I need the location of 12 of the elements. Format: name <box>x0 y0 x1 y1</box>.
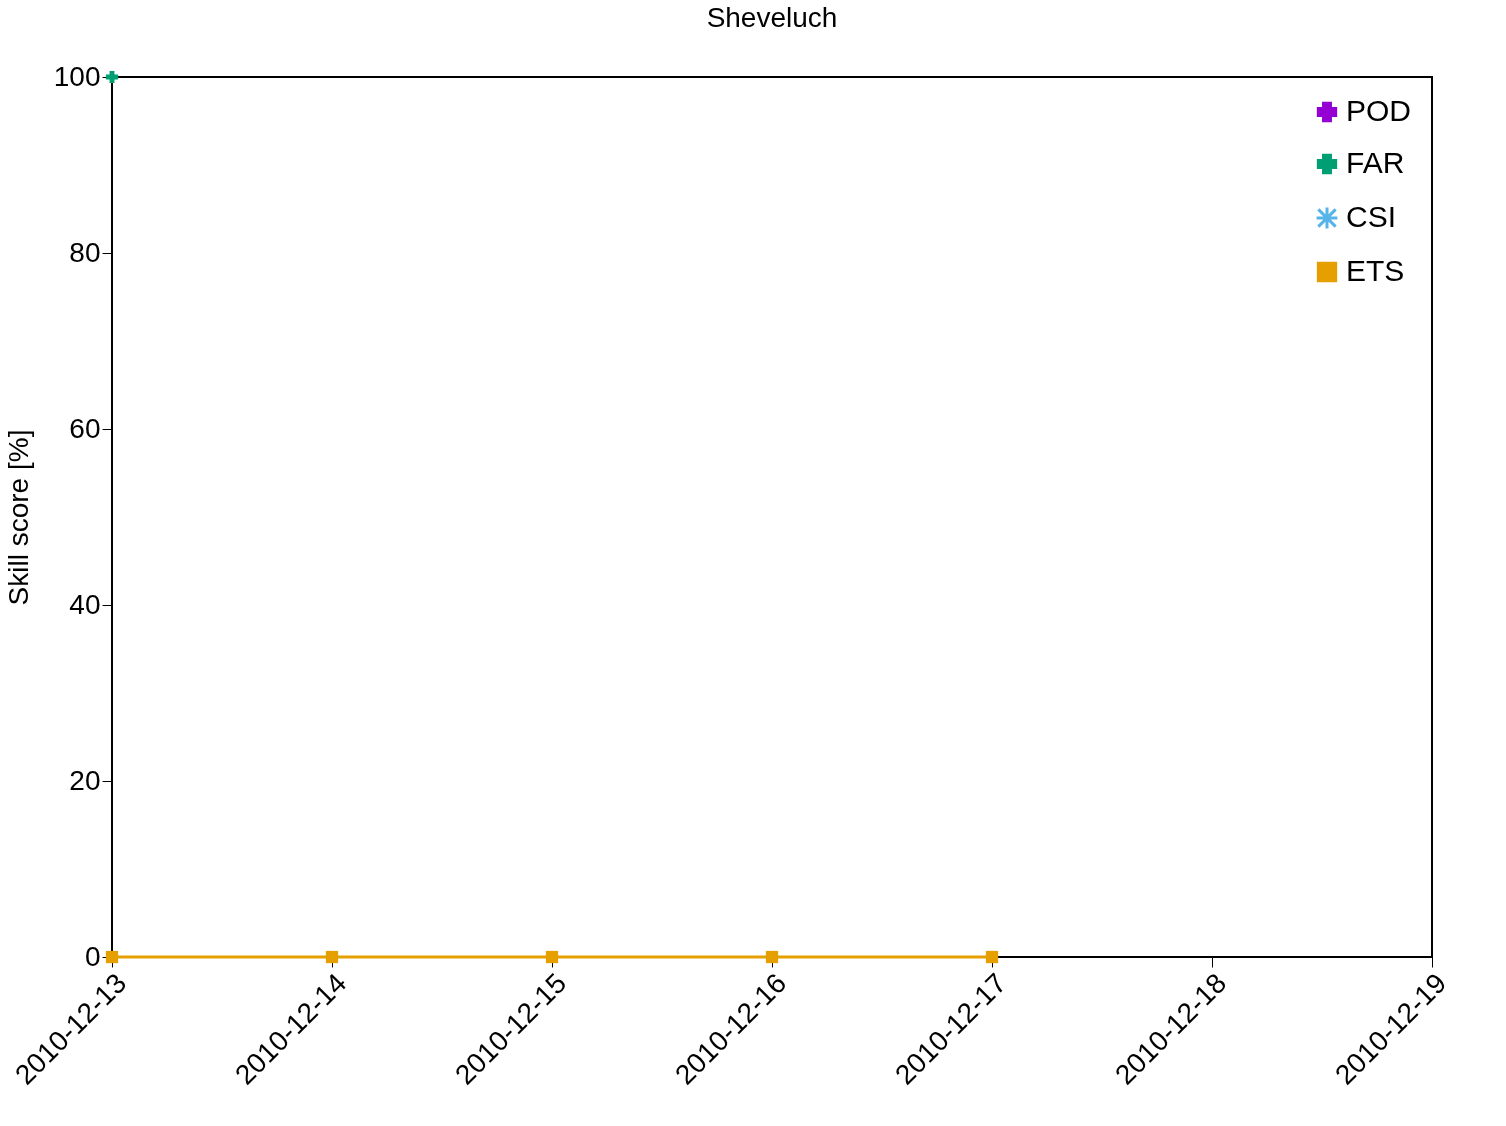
y-tick-label: 60 <box>69 412 101 444</box>
y-tick-label: 40 <box>69 588 101 620</box>
y-tick-label: 20 <box>69 764 101 796</box>
y-tick-label: 100 <box>53 60 101 92</box>
y-tick-label: 0 <box>84 940 101 972</box>
legend-label: ETS <box>1346 254 1405 287</box>
legend-label: POD <box>1346 94 1412 127</box>
y-axis-title: Skill score [%] <box>2 429 34 606</box>
chart-title: Sheveluch <box>706 2 838 33</box>
y-tick-label: 80 <box>69 236 101 268</box>
legend-label: FAR <box>1346 146 1405 179</box>
legend-label: CSI <box>1346 200 1397 233</box>
